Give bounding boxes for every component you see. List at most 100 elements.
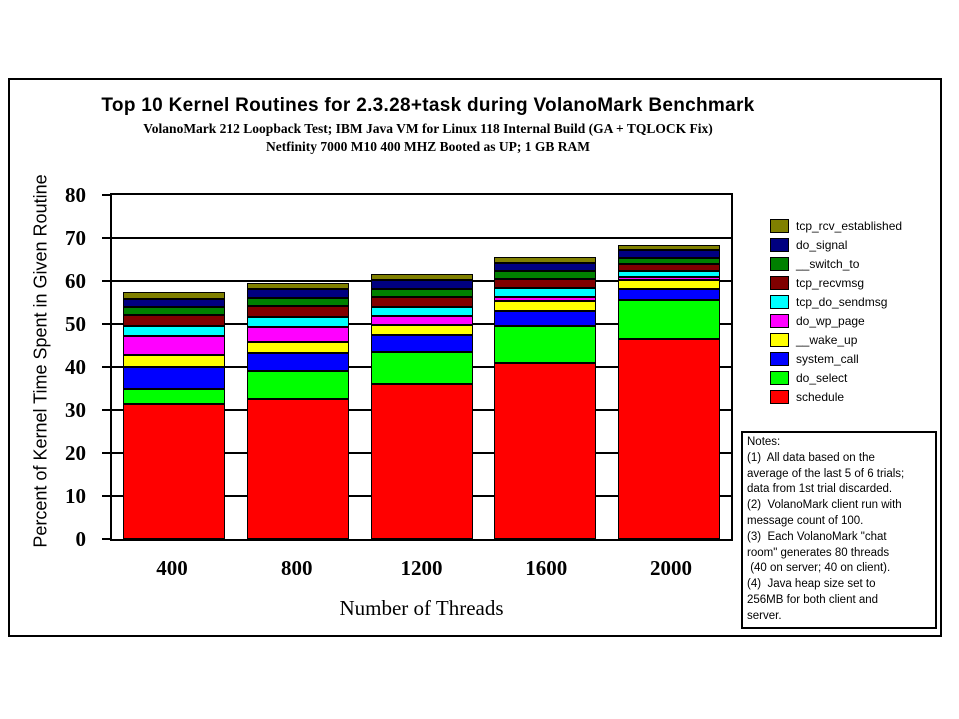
- bar-segment-do_select: [246, 371, 349, 399]
- legend-label-__wake_up: __wake_up: [796, 333, 858, 347]
- bar-segment-do_wp_page: [123, 336, 225, 355]
- bar-400: [123, 292, 225, 539]
- bar-segment-do_select: [123, 389, 225, 404]
- bar-2000: [618, 245, 720, 539]
- bar-segment-do_wp_page: [494, 297, 597, 301]
- bar-segment-do_signal: [123, 299, 225, 307]
- legend-swatch-tcp_do_sendmsg: [770, 295, 789, 309]
- legend-label-do_wp_page: do_wp_page: [796, 314, 865, 328]
- x-axis-title: Number of Threads: [339, 596, 504, 620]
- bar-segment-__wake_up: [123, 355, 225, 367]
- legend-item-tcp_rcv_established: tcp_rcv_established: [770, 219, 903, 233]
- bar-segment-do_wp_page: [246, 327, 349, 342]
- bar-segment-__switch_to: [370, 289, 473, 297]
- bar-segment-__wake_up: [370, 325, 473, 335]
- legend-label-schedule: schedule: [796, 390, 845, 404]
- legend-item-schedule: schedule: [770, 390, 902, 404]
- bar-segment-tcp_do_sendmsg: [618, 271, 720, 277]
- bar-segment-do_wp_page: [370, 316, 473, 325]
- y-tick-label-40: 40: [65, 355, 86, 379]
- bar-segment-system_call: [123, 367, 225, 389]
- legend-swatch-system_call: [770, 352, 789, 366]
- bar-segment-system_call: [246, 353, 349, 371]
- legend-item-tcp_do_sendmsg: tcp_do_sendmsg: [770, 295, 902, 309]
- x-tick-label-800: 800: [281, 556, 313, 580]
- bar-1200: [370, 274, 473, 539]
- bar-segment-tcp_rcv_established: [123, 292, 225, 299]
- y-tick-label-30: 30: [65, 398, 86, 422]
- legend-item-__wake_up: __wake_up: [770, 333, 902, 347]
- bar-segment-system_call: [370, 335, 473, 352]
- y-tick-label-60: 60: [65, 269, 86, 293]
- y-tick-label-80: 80: [65, 183, 86, 207]
- legend-swatch-__switch_to: [770, 257, 789, 271]
- legend-item-do_select: do_select: [770, 371, 902, 385]
- bar-segment-schedule: [123, 404, 225, 539]
- y-tick-mark-40: [102, 366, 110, 368]
- bar-segment-tcp_rcv_established: [370, 274, 473, 280]
- x-tick-label-1200: 1200: [400, 556, 443, 580]
- notes-box: Notes: (1) All data based on the average…: [741, 431, 937, 629]
- bar-segment-system_call: [618, 289, 720, 300]
- legend-swatch-__wake_up: [770, 333, 789, 347]
- bar-segment-__switch_to: [246, 298, 349, 306]
- legend-swatch-do_select: [770, 371, 789, 385]
- y-tick-label-70: 70: [65, 226, 86, 250]
- y-tick-mark-0: [102, 538, 110, 540]
- gridline-70: [112, 237, 731, 239]
- legend-swatch-do_wp_page: [770, 314, 789, 328]
- bar-segment-tcp_do_sendmsg: [370, 307, 473, 316]
- bar-segment-schedule: [618, 339, 720, 539]
- legend-item-tcp_recvmsg: tcp_recvmsg: [770, 276, 902, 290]
- y-tick-label-50: 50: [65, 312, 86, 336]
- legend-label-tcp_rcv_established: tcp_rcv_established: [796, 219, 903, 233]
- legend-item-system_call: system_call: [770, 352, 902, 366]
- bar-segment-schedule: [370, 384, 473, 539]
- bar-segment-do_signal: [494, 263, 597, 271]
- bar-segment-do_signal: [370, 280, 473, 289]
- legend-swatch-schedule: [770, 390, 789, 404]
- bar-segment-__switch_to: [618, 258, 720, 264]
- bar-segment-do_signal: [618, 250, 720, 258]
- bar-segment-do_select: [370, 352, 473, 384]
- y-tick-mark-60: [102, 280, 110, 282]
- bar-segment-__wake_up: [494, 301, 597, 311]
- notes-text: Notes: (1) All data based on the average…: [747, 436, 905, 622]
- bar-segment-tcp_rcv_established: [494, 257, 597, 263]
- legend-label-tcp_do_sendmsg: tcp_do_sendmsg: [796, 295, 888, 309]
- y-tick-label-20: 20: [65, 441, 86, 465]
- bar-segment-do_wp_page: [618, 277, 720, 280]
- y-tick-mark-70: [102, 237, 110, 239]
- bar-segment-do_signal: [246, 289, 349, 298]
- bars-container: [112, 195, 731, 539]
- bar-1600: [494, 257, 597, 539]
- bar-segment-tcp_do_sendmsg: [494, 288, 597, 297]
- y-tick-mark-20: [102, 452, 110, 454]
- bar-segment-tcp_rcv_established: [246, 283, 349, 289]
- bar-800: [246, 283, 349, 539]
- bar-segment-__switch_to: [494, 271, 597, 279]
- chart-subtitle-line1: VolanoMark 212 Loopback Test; IBM Java V…: [143, 121, 713, 136]
- bar-segment-__wake_up: [246, 342, 349, 353]
- y-tick-mark-50: [102, 323, 110, 325]
- bar-segment-tcp_recvmsg: [494, 279, 597, 288]
- bar-segment-tcp_do_sendmsg: [246, 317, 349, 327]
- legend-label-do_signal: do_signal: [796, 238, 848, 252]
- bar-segment-__switch_to: [123, 307, 225, 315]
- bar-segment-tcp_do_sendmsg: [123, 326, 225, 336]
- bar-segment-tcp_recvmsg: [246, 306, 349, 317]
- y-tick-mark-10: [102, 495, 110, 497]
- x-tick-label-2000: 2000: [650, 556, 692, 580]
- x-tick-label-1600: 1600: [525, 556, 568, 580]
- legend-swatch-tcp_recvmsg: [770, 276, 789, 290]
- y-tick-mark-80: [102, 194, 110, 196]
- legend-label-do_select: do_select: [796, 371, 848, 385]
- bar-segment-schedule: [494, 363, 597, 539]
- bar-segment-tcp_rcv_established: [618, 245, 720, 250]
- legend-item-__switch_to: __switch_to: [770, 257, 902, 271]
- bar-segment-do_select: [494, 326, 597, 363]
- legend-label-system_call: system_call: [796, 352, 859, 366]
- legend-item-do_signal: do_signal: [770, 238, 902, 252]
